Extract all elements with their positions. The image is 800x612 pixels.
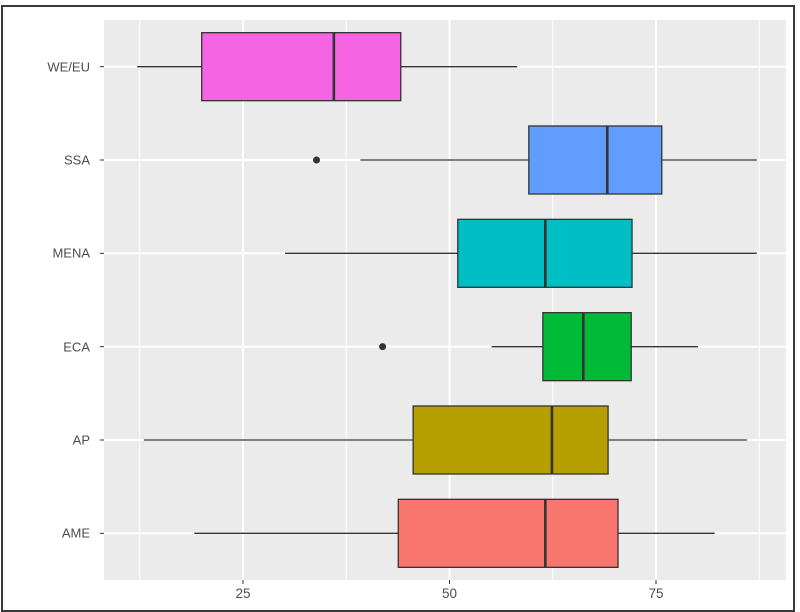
- y-axis-label: ECA: [63, 339, 90, 355]
- y-axis-label: AP: [72, 432, 90, 448]
- box-eca: [542, 312, 632, 382]
- x-axis-label: 50: [441, 586, 458, 601]
- x-axis-label: 75: [648, 586, 664, 601]
- x-axis-label: 25: [235, 586, 251, 601]
- outlier-point: [379, 343, 387, 351]
- y-axis-label: MENA: [52, 245, 90, 261]
- y-axis-label: AME: [61, 525, 90, 541]
- y-axis-label: SSA: [63, 152, 90, 168]
- outlier-point: [313, 156, 321, 164]
- box-ssa: [528, 125, 663, 195]
- box-ap: [412, 405, 609, 475]
- plot-panel: [104, 20, 786, 580]
- box-ame: [397, 498, 619, 568]
- y-axis-label: WE/EU: [47, 59, 90, 75]
- box-we-eu: [201, 32, 402, 102]
